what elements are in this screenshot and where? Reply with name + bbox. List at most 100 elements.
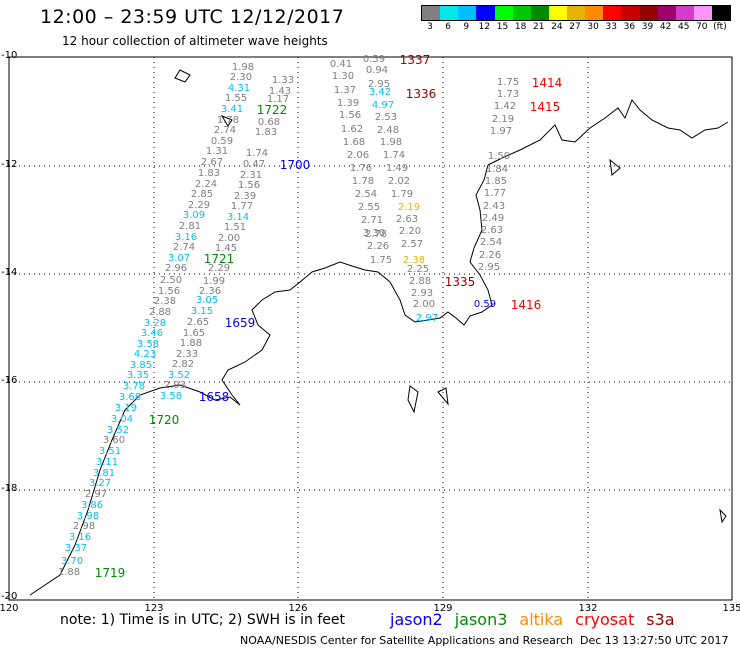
- longitude-label: 129: [433, 603, 453, 614]
- scale-label: 70: [696, 22, 708, 32]
- wave-height-value: 1.30: [331, 71, 355, 82]
- wave-height-value: 1.33: [271, 75, 295, 86]
- track-time-label: 1337: [399, 53, 431, 67]
- legend-item: cryosat: [575, 610, 635, 629]
- wave-height-value: 1.88: [179, 338, 203, 349]
- scale-swatch: [693, 6, 712, 20]
- wave-height-value: 2.88: [408, 276, 432, 287]
- track-time-label: 1721: [203, 252, 235, 266]
- wave-height-value: 1.17: [266, 94, 290, 105]
- track-time-label: 1720: [148, 413, 180, 427]
- scale-swatch: [512, 6, 531, 20]
- scale-label: 15: [496, 22, 509, 32]
- wave-height-value: 1.77: [483, 188, 507, 199]
- wave-height-value: 2.39: [233, 191, 257, 202]
- legend-item: altika: [519, 610, 564, 629]
- longitude-label: 120: [0, 603, 19, 614]
- wave-height-value: 4.23: [133, 349, 157, 360]
- wave-height-value: 3.51: [98, 446, 122, 457]
- scale-swatch: [494, 6, 513, 20]
- latitude-label: -12: [1, 159, 18, 170]
- wave-height-value: 1.77: [230, 201, 254, 212]
- track-time-label: 1335: [444, 275, 476, 289]
- wave-height-value: 1.97: [489, 126, 513, 137]
- wave-height-value: 0.68: [257, 117, 281, 128]
- scale-label: (ft): [713, 22, 727, 32]
- wave-height-value: 1.78: [351, 176, 375, 187]
- wave-height-value: 2.02: [387, 176, 411, 187]
- wave-height-value: 2.57: [400, 239, 424, 250]
- wave-height-value: 3.78: [122, 381, 146, 392]
- wave-height-value: 2.74: [172, 242, 196, 253]
- scale-label: 36: [623, 22, 636, 32]
- wave-height-value: 2.53: [374, 112, 398, 123]
- wave-height-value: 3.07: [167, 253, 191, 264]
- wave-height-value: 1.75: [369, 255, 393, 266]
- scale-swatch: [585, 6, 604, 20]
- wave-height-value: 2.96: [164, 263, 188, 274]
- wave-height-value: 1.78: [216, 115, 240, 126]
- track-time-label: 1336: [405, 87, 437, 101]
- legend-item: s3a: [646, 610, 675, 629]
- wave-height-value: 2.95: [477, 262, 501, 273]
- wave-height-value: 3.86: [80, 500, 104, 511]
- wave-height-value: 1.79: [390, 189, 414, 200]
- wave-height-value: 3.16: [68, 532, 92, 543]
- wave-height-value: 3.42: [368, 87, 392, 98]
- wave-height-value: 3.58: [136, 339, 160, 350]
- legend-item: jason3: [454, 610, 508, 629]
- wave-height-value: 3.35: [126, 370, 150, 381]
- scale-label: 27: [569, 22, 581, 32]
- latitude-label: -14: [1, 267, 18, 278]
- wave-height-value: 1.85: [484, 176, 508, 187]
- wave-height-value: 1.73: [496, 89, 520, 100]
- scale-swatch: [458, 6, 477, 20]
- wave-height-value: 0.59: [210, 136, 234, 147]
- wave-height-value: 3.19: [114, 403, 138, 414]
- scale-swatch: [639, 6, 658, 20]
- coastline: [29, 69, 729, 596]
- wave-height-value: 2.97: [84, 489, 108, 500]
- wave-height-value: 3.98: [76, 511, 100, 522]
- wave-height-value: 2.00: [412, 299, 436, 310]
- wave-height-value: 3.28: [143, 318, 167, 329]
- wave-height-value: 1.37: [333, 85, 357, 96]
- wave-height-value: 2.54: [479, 237, 503, 248]
- scale-label: 30: [587, 22, 599, 32]
- wave-height-value: 2.06: [346, 150, 370, 161]
- track-time-label: 1658: [198, 390, 230, 404]
- wave-height-value: 1.65: [182, 328, 206, 339]
- wave-height-value: 4.97: [371, 100, 395, 111]
- wave-height-value: 3.27: [88, 478, 112, 489]
- longitude-label: 135: [722, 603, 740, 614]
- track-time-label: 1719: [94, 566, 126, 580]
- wave-height-value: 3.81: [92, 468, 116, 479]
- latitude-label: -20: [1, 591, 18, 602]
- wave-height-value: 1.98: [379, 137, 403, 148]
- scale-swatch: [567, 6, 586, 20]
- wave-height-value: 2.48: [376, 125, 400, 136]
- latitude-label: -16: [1, 375, 18, 386]
- wave-height-value: 2.25: [406, 264, 430, 275]
- longitude-label: 132: [578, 603, 598, 614]
- wave-height-value: 2.38: [153, 296, 177, 307]
- wave-height-value: 1.84: [485, 164, 509, 175]
- wave-height-value: 2.95: [367, 79, 391, 90]
- wave-height-value: 1.88: [57, 567, 81, 578]
- page-title: 12:00 – 23:59 UTC 12/12/2017: [40, 6, 345, 28]
- wave-height-value: 2.20: [398, 226, 422, 237]
- wave-height-value: 2.93: [410, 288, 434, 299]
- wave-height-value: 2.63: [395, 214, 419, 225]
- wave-height-value: 1.83: [254, 127, 278, 138]
- track-time-label: 1416: [510, 298, 542, 312]
- wave-height-value: 1.83: [197, 168, 221, 179]
- wave-height-value: 1.56: [237, 180, 261, 191]
- wave-height-value: 0.59: [362, 54, 386, 65]
- wave-height-value: 1.31: [205, 146, 229, 157]
- track-time-label: 1722: [256, 103, 288, 117]
- wave-height-value: 1.74: [382, 150, 406, 161]
- wave-height-value: 2.36: [198, 286, 222, 297]
- wave-height-value: 2.24: [194, 179, 218, 190]
- wave-height-value: 2.88: [148, 307, 172, 318]
- wave-height-value: 2.19: [491, 114, 515, 125]
